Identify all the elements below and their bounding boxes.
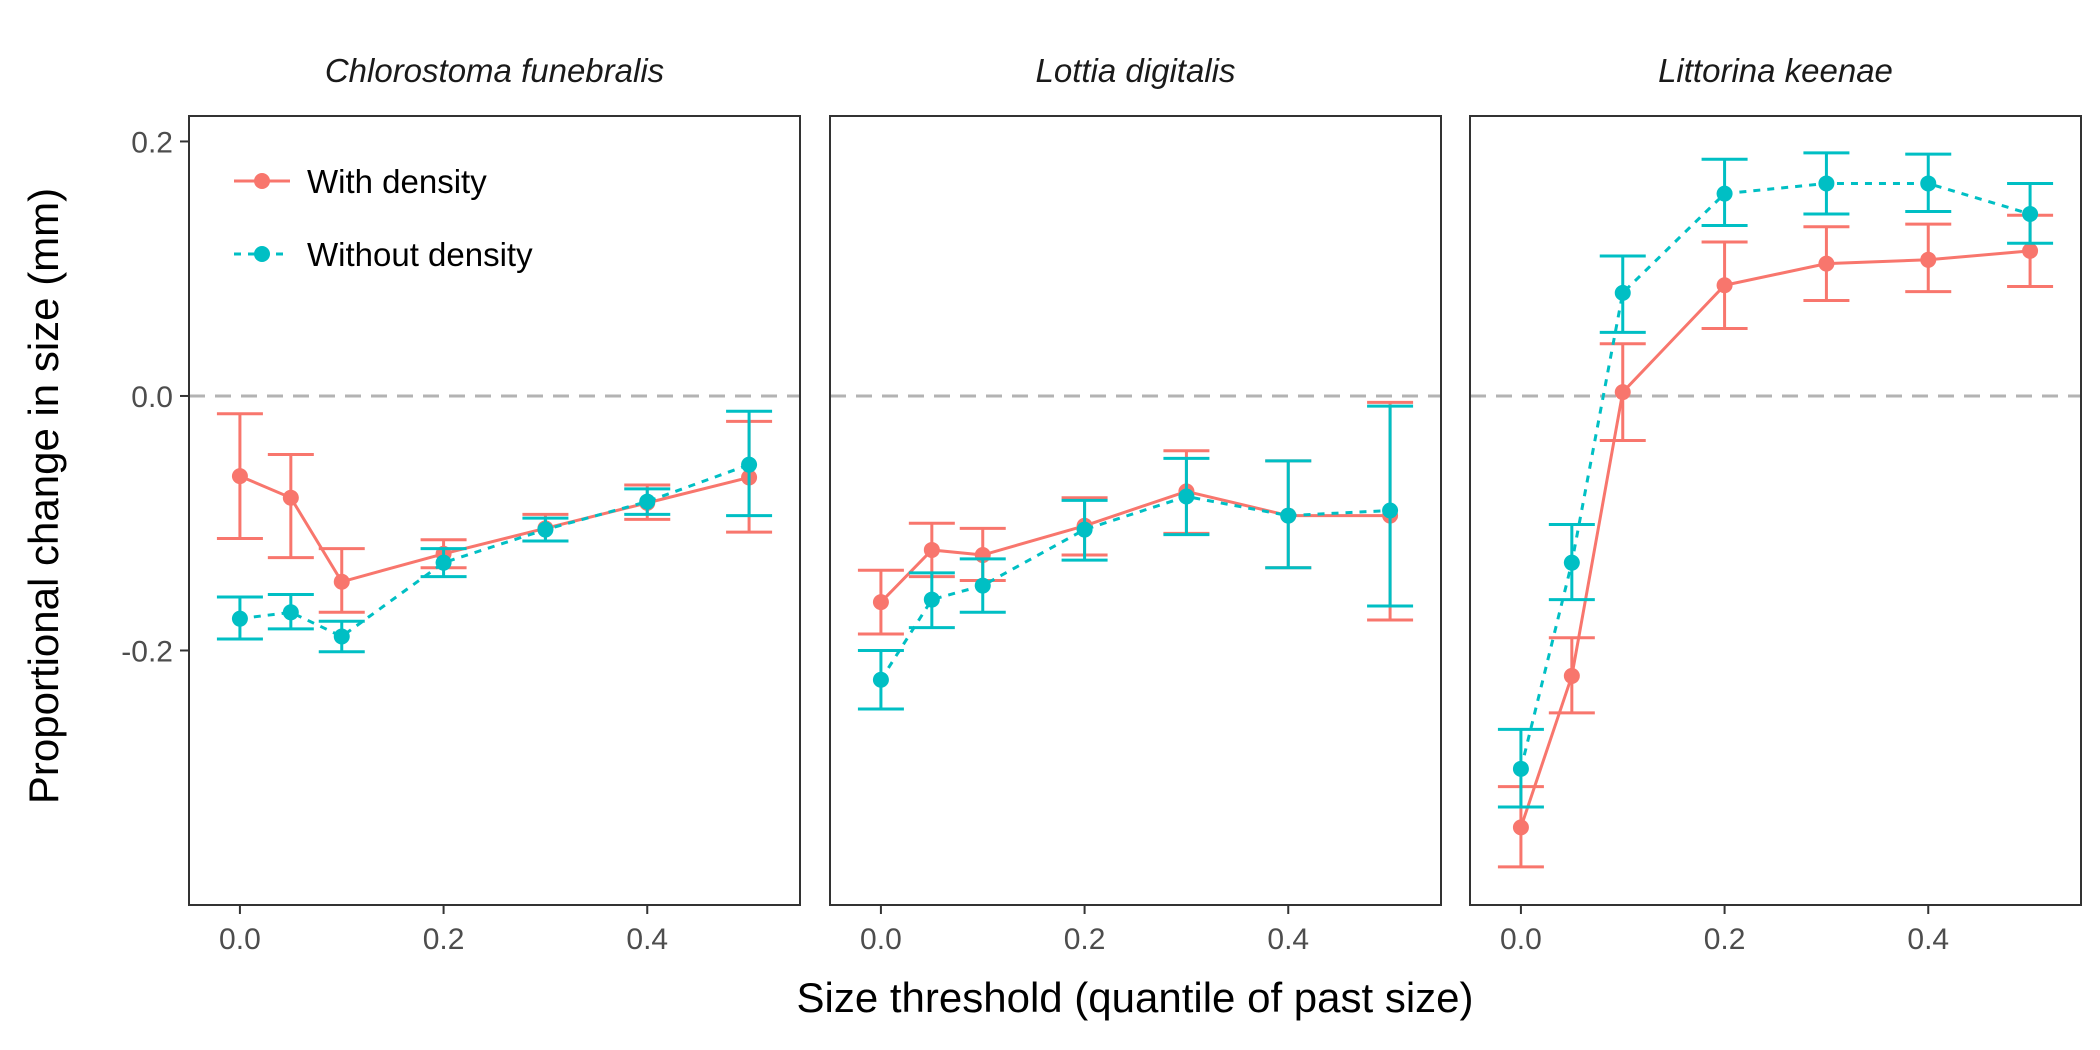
data-point [1512, 760, 1529, 777]
y-tick-label: 0.0 [131, 381, 173, 414]
series-with-density [1497, 213, 2054, 869]
data-point [333, 628, 350, 645]
data-point [872, 671, 889, 688]
data-point [1280, 507, 1297, 524]
y-axis: 0.2 0.0 -0.2 [121, 126, 189, 668]
panel-3: Littorina keenae 0.0 0.2 0.4 [1469, 52, 2082, 956]
data-point [923, 541, 940, 558]
legend-item: Without density [234, 236, 533, 273]
panel-border [188, 115, 801, 906]
data-point [1920, 251, 1937, 268]
data-point [974, 577, 991, 594]
series-without-density [216, 409, 773, 654]
data-point [1716, 277, 1733, 294]
x-axis-title: Size threshold (quantile of past size) [796, 974, 1473, 1021]
series-line [1519, 249, 2031, 828]
data-point [2022, 242, 2039, 259]
data-point [2022, 205, 2039, 222]
data-point [231, 468, 248, 485]
data-point [741, 456, 758, 473]
data-point [872, 594, 889, 611]
legend-label: With density [307, 163, 487, 200]
series-with-density [216, 412, 773, 614]
y-tick-label: -0.2 [121, 635, 173, 668]
data-point [1076, 521, 1093, 538]
data-point [1563, 554, 1580, 571]
data-point [282, 489, 299, 506]
data-point [231, 610, 248, 627]
data-point [1614, 284, 1631, 301]
x-tick-label: 0.2 [1704, 923, 1746, 956]
series-line [879, 494, 1391, 681]
panel-title: Littorina keenae [1658, 52, 1893, 89]
series-without-density [1497, 151, 2054, 809]
data-point [1716, 185, 1733, 202]
legend-item: With density [234, 163, 487, 200]
legend-label: Without density [307, 236, 533, 273]
series-with-density [857, 400, 1414, 636]
series-line [879, 489, 1391, 604]
data-point [1512, 819, 1529, 836]
series-line [1519, 181, 2031, 770]
error-bar [267, 453, 314, 560]
data-point [1563, 667, 1580, 684]
data-point [923, 591, 940, 608]
panel-title: Chlorostoma funebralis [325, 52, 664, 89]
data-point [1614, 384, 1631, 401]
panel-2: Lottia digitalis 0.0 0.2 0.4 [829, 52, 1442, 956]
legend-key-point [254, 173, 270, 189]
data-point [1818, 175, 1835, 192]
data-point [333, 573, 350, 590]
x-tick-label: 0.2 [1064, 923, 1106, 956]
x-tick-label: 0.4 [1267, 923, 1309, 956]
panel-border [829, 115, 1442, 906]
x-tick-label: 0.0 [860, 923, 902, 956]
x-tick-label: 0.0 [1500, 923, 1542, 956]
x-tick-label: 0.2 [423, 923, 465, 956]
data-point [1818, 255, 1835, 272]
data-point [537, 521, 554, 538]
x-tick-label: 0.4 [1907, 923, 1949, 956]
data-point [1382, 502, 1399, 519]
legend: With density Without density [234, 163, 533, 273]
data-point [639, 493, 656, 510]
data-point [1920, 175, 1937, 192]
panel-1: Chlorostoma funebralis 0.0 0.2 0.4 [188, 52, 801, 956]
x-tick-label: 0.0 [219, 923, 261, 956]
y-tick-label: 0.2 [131, 126, 173, 159]
x-tick-label: 0.4 [626, 923, 668, 956]
panel-border [1469, 115, 2082, 906]
series-line [239, 474, 750, 584]
data-point [435, 554, 452, 571]
legend-key-point [254, 246, 270, 262]
data-point [1178, 488, 1195, 505]
data-point [282, 604, 299, 621]
series-line [239, 463, 750, 639]
series-without-density [857, 404, 1414, 711]
panel-title: Lottia digitalis [1036, 52, 1236, 89]
y-axis-title: Proportional change in size (mm) [20, 188, 67, 804]
